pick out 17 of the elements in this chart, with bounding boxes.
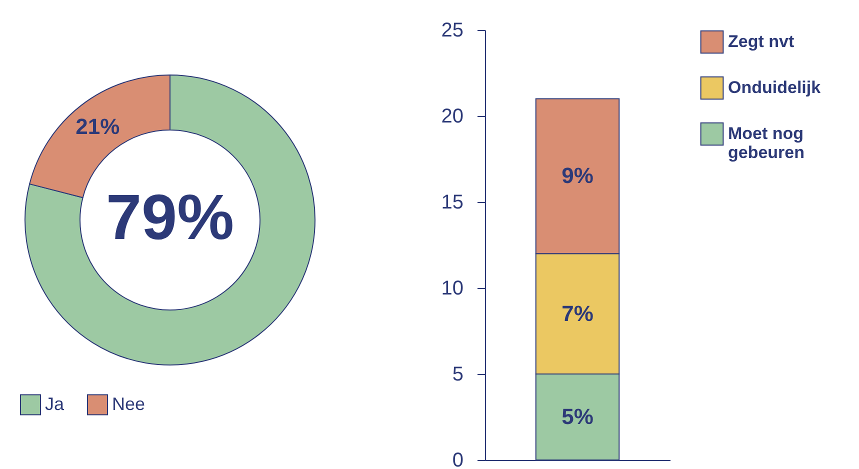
y-tick-label: 15	[441, 192, 464, 214]
legend-label: Nee	[112, 394, 146, 414]
legend-label: Moet nog gebeuren	[728, 124, 805, 162]
y-tick-label: 25	[441, 20, 464, 42]
y-tick-label: 20	[441, 106, 464, 128]
data-label: 21%	[76, 114, 120, 139]
data-label: 79%	[106, 181, 234, 253]
legend-label: Ja	[45, 394, 65, 414]
legend-label: Zegt nvt	[728, 32, 794, 51]
legend-label: Onduidelijk	[728, 78, 822, 97]
y-tick-label: 10	[441, 278, 464, 300]
y-tick-label: 5	[452, 364, 464, 386]
donut-slice	[24, 74, 316, 366]
data-label: 5%	[562, 404, 594, 429]
y-tick-label: 0	[452, 450, 464, 469]
data-label: 9%	[562, 163, 594, 188]
data-label: 7%	[562, 300, 594, 326]
